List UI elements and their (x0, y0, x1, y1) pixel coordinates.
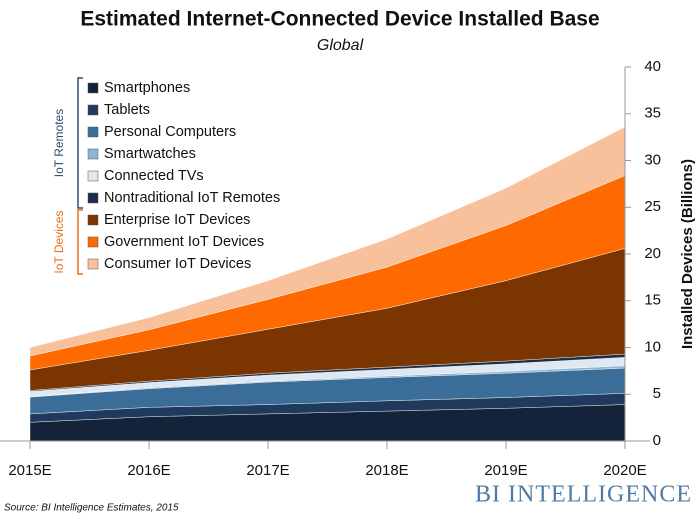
legend-label: Smartphones (104, 80, 190, 96)
y-axis-label: Installed Devices (Billions) (679, 159, 696, 349)
y-tick-label: 25 (644, 198, 661, 215)
y-tick-label: 40 (644, 58, 661, 75)
legend-label: Enterprise IoT Devices (104, 212, 250, 228)
legend-swatch (87, 82, 99, 94)
legend-swatch (87, 258, 99, 270)
plot (29, 126, 626, 442)
legend-label: Smartwatches (104, 146, 196, 162)
legend-swatch (87, 126, 99, 138)
legend-swatch (87, 170, 99, 182)
x-tick-label: 2017E (246, 462, 289, 479)
legend-swatch (87, 214, 99, 226)
legend-swatch (87, 192, 99, 204)
legend-label: Tablets (104, 102, 150, 118)
legend-bracket (77, 77, 83, 209)
legend-swatch (87, 148, 99, 160)
x-tick-label: 2016E (127, 462, 170, 479)
legend-label: Government IoT Devices (104, 234, 264, 250)
x-tick-label: 2019E (484, 462, 527, 479)
y-tick-label: 15 (644, 292, 661, 309)
brand: BI INTELLIGENCE (475, 482, 692, 508)
legend-label: Connected TVs (104, 168, 204, 184)
y-tick-label: 10 (644, 338, 661, 355)
x-tick-label: 2015E (8, 462, 51, 479)
legend-group-label: IoT Remotes (52, 109, 66, 177)
legend-swatch (87, 236, 99, 248)
y-tick-label: 35 (644, 105, 661, 122)
legend-swatch (87, 104, 99, 116)
y-tick-label: 0 (653, 432, 661, 449)
legend-group-label: IoT Devices (52, 210, 66, 273)
y-tick-label: 20 (644, 245, 661, 262)
x-tick-label: 2018E (365, 462, 408, 479)
legend-label: Nontraditional IoT Remotes (104, 190, 280, 206)
chart-title: Estimated Internet-Connected Device Inst… (80, 8, 599, 31)
y-tick-label: 5 (653, 385, 661, 402)
chart-subtitle: Global (317, 37, 364, 54)
y-tick-label: 30 (644, 151, 661, 168)
legend-bracket (77, 209, 83, 275)
legend-label: Personal Computers (104, 124, 236, 140)
legend-label: Consumer IoT Devices (104, 256, 251, 272)
source: Source: BI Intelligence Estimates, 2015 (4, 503, 179, 514)
x-tick-label: 2020E (603, 462, 646, 479)
